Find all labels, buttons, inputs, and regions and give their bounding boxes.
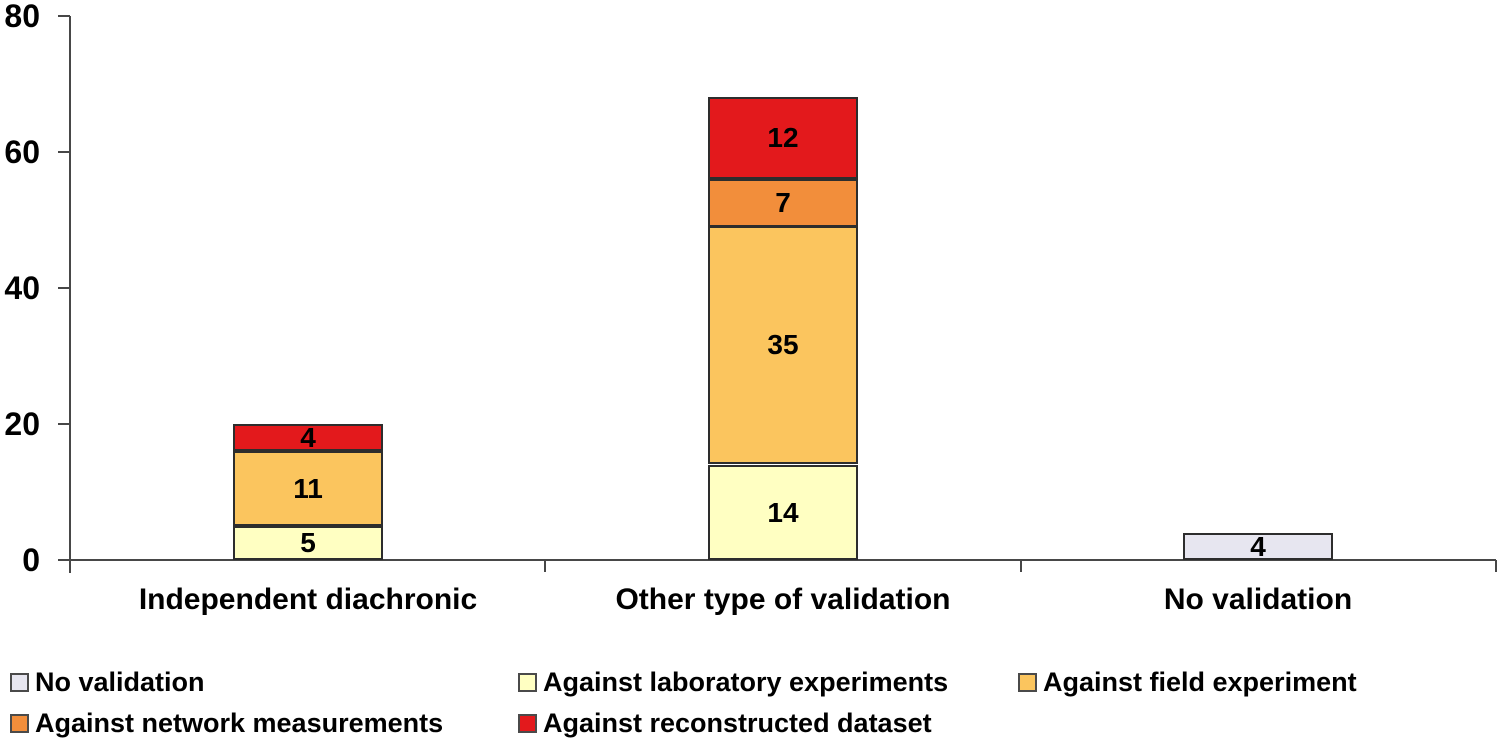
x-tick (1495, 560, 1497, 572)
x-axis-line (69, 559, 1496, 561)
legend-swatch-icon (10, 672, 29, 692)
legend-label: Against network measurements (35, 707, 444, 738)
y-tick (58, 151, 70, 153)
bar-segment: 5 (233, 526, 383, 560)
x-category-label: Other type of validation (615, 583, 951, 616)
x-tick (69, 560, 71, 572)
legend-row: No validation Against laboratory experime… (10, 664, 1495, 700)
bar-segment-label: 14 (767, 496, 799, 528)
y-tick (58, 15, 70, 17)
y-tick (58, 423, 70, 425)
y-tick (58, 287, 70, 289)
legend-label: No validation (35, 666, 205, 697)
legend: No validation Against laboratory experime… (10, 664, 1495, 743)
bar-segment-label: 12 (767, 122, 799, 153)
bar-segment: 35 (708, 226, 858, 464)
bar-segment: 12 (708, 97, 858, 179)
legend-item: No validation (10, 666, 518, 697)
legend-swatch-icon (518, 713, 537, 733)
y-tick-label: 80 (4, 0, 40, 34)
legend-label: Against reconstructed dataset (543, 707, 932, 738)
y-tick-label: 0 (22, 542, 40, 578)
bar-segment: 11 (233, 451, 383, 526)
x-tick (1020, 560, 1022, 572)
bar-segment-label: 7 (775, 187, 791, 218)
y-tick-label: 40 (4, 270, 40, 306)
bar-segment-label: 4 (1250, 530, 1266, 562)
legend-swatch-icon (518, 672, 537, 692)
legend-swatch-icon (10, 713, 29, 733)
y-tick-label: 20 (4, 406, 40, 442)
y-tick-label: 60 (4, 134, 40, 170)
legend-item: Against laboratory experiments (518, 666, 1018, 697)
bar-segment: 4 (1183, 530, 1333, 562)
bar-segment: 7 (708, 179, 858, 227)
legend-label: Against field experiment (1043, 666, 1357, 697)
x-category-label: Independent diachronic (138, 583, 478, 616)
bar-segment-label: 4 (300, 421, 316, 453)
bar-segment: 4 (233, 421, 383, 453)
y-axis-line (69, 16, 71, 573)
bar-segment: 14 (708, 465, 858, 560)
bar-segment-label: 35 (767, 329, 799, 360)
legend-item: Against network measurements (10, 707, 518, 738)
legend-label: Against laboratory experiments (543, 666, 949, 697)
legend-row: Against network measurements Against reco… (10, 705, 1495, 741)
legend-item: Against field experiment (1018, 666, 1495, 697)
bar-segment-label: 11 (293, 472, 323, 504)
y-tick (58, 559, 70, 561)
x-tick (544, 560, 546, 572)
legend-swatch-icon (1018, 672, 1037, 692)
legend-item: Against reconstructed dataset (518, 707, 1018, 738)
bar-segment-label: 5 (300, 527, 316, 558)
x-category-label: No validation (1163, 583, 1353, 616)
